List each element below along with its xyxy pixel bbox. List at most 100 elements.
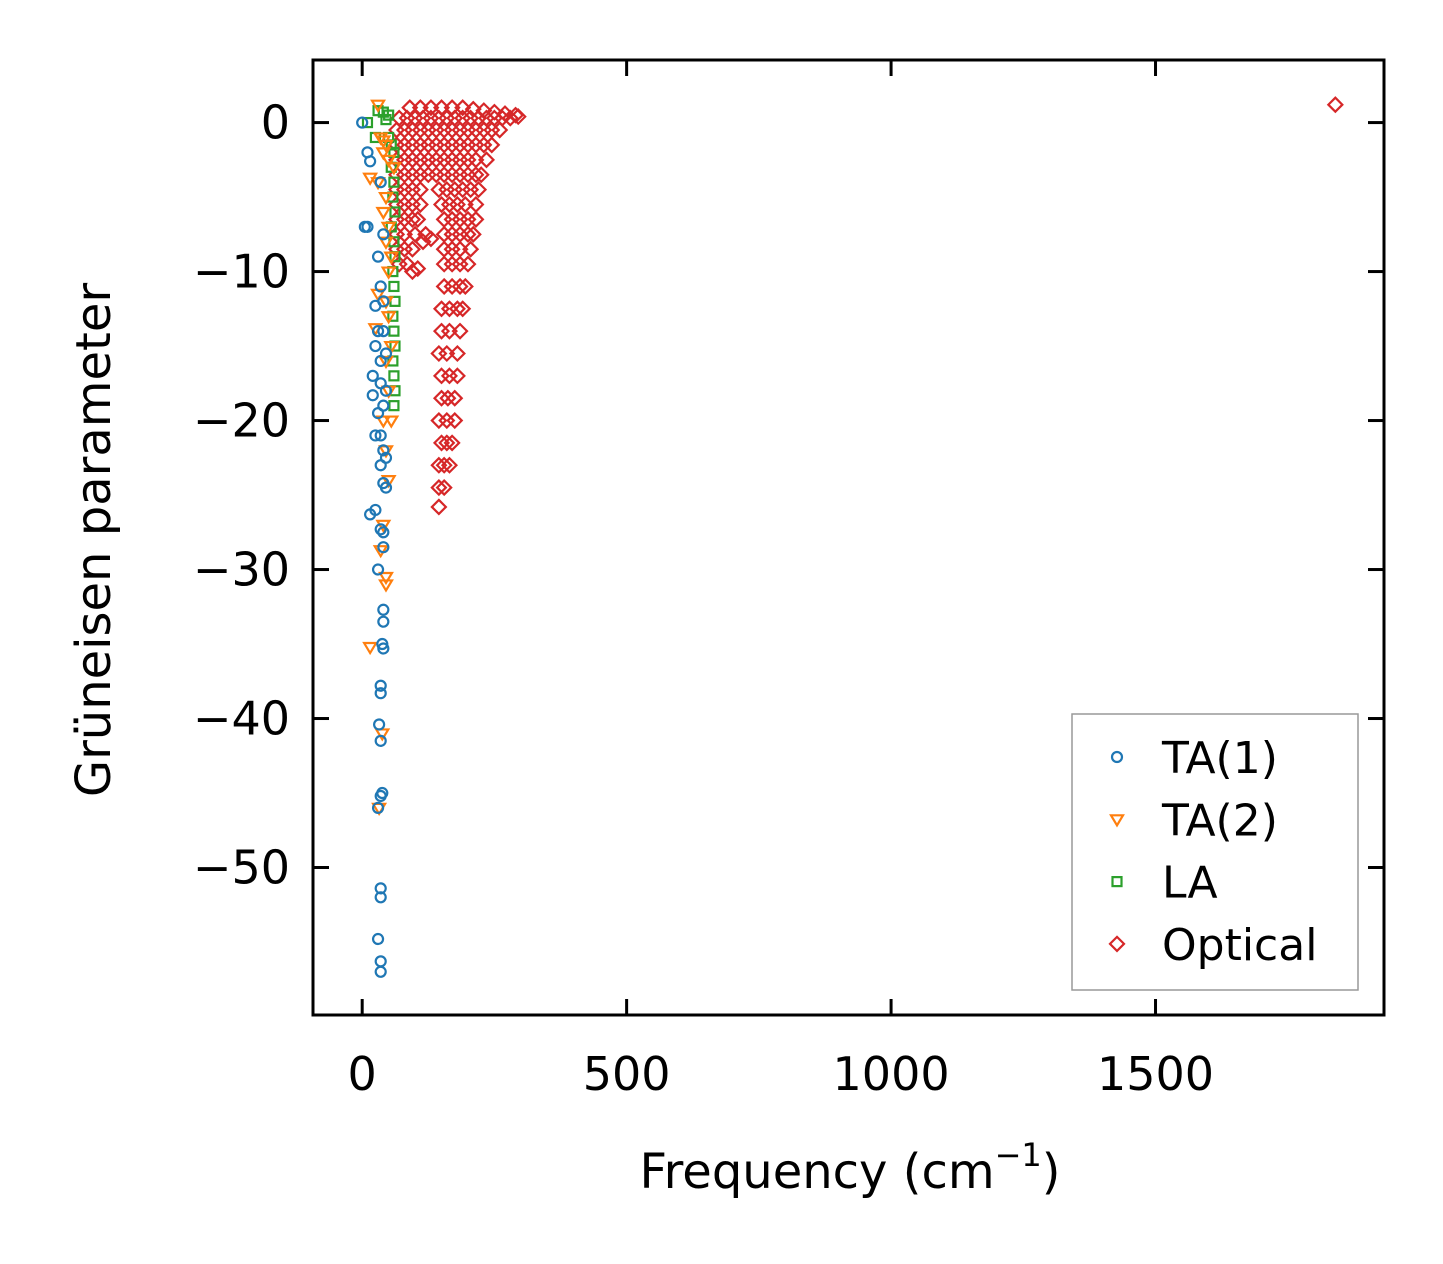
data-point: [501, 109, 519, 127]
data-point: [362, 641, 379, 656]
data-point: [378, 571, 394, 586]
data-point: [369, 503, 382, 517]
data-point: [388, 176, 400, 188]
data-point: [373, 718, 386, 731]
data-point: [422, 230, 440, 248]
data-point: [403, 240, 421, 258]
data-point: [380, 154, 397, 168]
data-point: [375, 415, 392, 429]
data-point: [454, 99, 472, 117]
data-point: [371, 932, 385, 946]
data-point: [361, 116, 374, 129]
data-point: [378, 355, 394, 370]
data-point: [435, 456, 453, 474]
circle-marker-icon: [1110, 750, 1124, 764]
data-point: [380, 475, 397, 489]
data-point: [374, 523, 387, 536]
legend: TA(1) TA(2) LA Optical: [1071, 713, 1359, 991]
data-point: [380, 311, 397, 325]
data-point: [430, 479, 448, 497]
data-point: [446, 389, 464, 407]
data-point: [403, 263, 421, 281]
data-point: [388, 325, 400, 337]
y-axis-label: Grüneisen parameter: [66, 283, 122, 798]
legend-entry: Optical: [1108, 920, 1317, 971]
x-tick-label: 1000: [833, 1047, 950, 1101]
data-point: [379, 347, 393, 360]
data-point: [467, 210, 485, 228]
data-point: [377, 603, 390, 616]
data-point: [378, 191, 394, 206]
y-tick-label: −30: [193, 543, 290, 597]
data-point: [456, 277, 474, 296]
data-point: [377, 642, 390, 655]
data-point: [377, 325, 390, 338]
data-point: [374, 965, 387, 978]
y-tick-label: −20: [193, 394, 290, 448]
data-point: [459, 225, 477, 243]
data-point: [388, 280, 400, 293]
series-optical: [388, 96, 1344, 516]
data-point: [371, 563, 385, 576]
data-point: [370, 99, 386, 113]
data-point: [448, 300, 466, 318]
y-tick-label: −50: [193, 841, 290, 895]
data-point: [374, 734, 387, 747]
data-point: [374, 955, 387, 968]
data-point: [409, 260, 427, 278]
triangle-down-marker-icon: [1109, 814, 1125, 828]
data-point: [383, 251, 400, 265]
data-point: [451, 277, 469, 296]
data-point: [371, 325, 385, 338]
data-point: [439, 389, 457, 407]
data-point: [371, 250, 385, 263]
data-point: [377, 228, 390, 241]
data-point: [383, 415, 400, 429]
data-point: [377, 526, 390, 539]
data-point: [369, 299, 382, 312]
data-point: [364, 155, 377, 168]
legend-label: TA(2): [1161, 795, 1278, 846]
data-point: [430, 498, 448, 516]
data-point: [374, 891, 387, 904]
data-point: [485, 103, 503, 121]
data-point: [483, 136, 501, 154]
data-point: [411, 195, 429, 214]
data-point: [446, 411, 464, 430]
data-point: [389, 206, 401, 218]
x-tick-label: 500: [583, 1047, 671, 1101]
x-tick-label: 0: [348, 1047, 377, 1101]
series-ta1: [356, 116, 393, 978]
data-point: [377, 444, 390, 457]
data-point: [467, 166, 485, 184]
legend-box: [1071, 713, 1359, 991]
data-point: [1326, 96, 1344, 114]
data-point: [448, 367, 466, 385]
y-tick-label: 0: [261, 96, 290, 150]
data-point: [388, 370, 400, 382]
data-point: [374, 687, 387, 700]
legend-label: TA(1): [1161, 733, 1278, 784]
legend-label: LA: [1162, 858, 1218, 909]
data-point: [409, 210, 427, 228]
x-axis-label: Frequency (cm−1): [639, 1136, 1060, 1200]
legend-entry: TA(1): [1110, 733, 1278, 784]
data-point: [477, 151, 496, 169]
data-point: [374, 429, 387, 442]
axis-ticks: 0 500 1000 1500 0 −10 −20 −30 −40 −50: [193, 60, 1384, 1101]
diamond-marker-icon: [1108, 935, 1126, 953]
data-point: [432, 389, 451, 407]
y-tick-label: −40: [193, 692, 290, 746]
data-point: [443, 434, 461, 452]
data-point: [366, 369, 379, 382]
legend-entry: TA(2): [1109, 795, 1278, 846]
data-point: [375, 519, 392, 533]
data-point: [378, 579, 394, 593]
data-point: [366, 389, 379, 402]
data-point: [377, 399, 390, 412]
series-ta2: [362, 99, 402, 817]
data-point: [371, 801, 385, 815]
data-point: [383, 109, 395, 121]
data-point: [374, 459, 387, 472]
